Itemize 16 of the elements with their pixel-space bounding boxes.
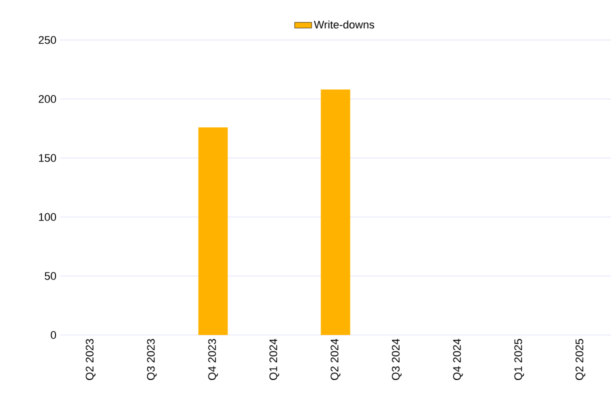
x-tick-label: Q2 2023 (86, 339, 96, 380)
x-tick-label: Q1 2024 (269, 338, 280, 380)
x-tick-label: Q3 2024 (392, 338, 402, 380)
y-tick-label: 50 (44, 272, 56, 280)
x-tick-label: Q2 2024 (330, 338, 340, 380)
y-tick-label: 200 (38, 95, 56, 103)
x-tick-label: Q4 2024 (453, 338, 463, 380)
legend-label: Write-downs (314, 20, 374, 29)
y-tick-label: 250 (38, 36, 56, 44)
y-tick-label: 100 (39, 213, 56, 221)
x-tick-label: Q3 2023 (146, 339, 157, 380)
y-tick-label: 0 (50, 331, 56, 339)
x-tick-label: Q4 2023 (208, 339, 218, 380)
y-tick-label: 150 (39, 154, 56, 162)
x-tick-label: Q1 2025 (514, 339, 524, 380)
x-tick-label: Q2 2025 (576, 339, 586, 380)
